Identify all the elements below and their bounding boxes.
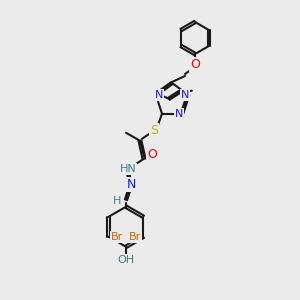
Text: Br: Br xyxy=(111,232,123,242)
Text: N: N xyxy=(175,109,183,119)
Text: O: O xyxy=(190,58,200,70)
Text: HN: HN xyxy=(120,164,136,174)
Text: N: N xyxy=(154,90,163,100)
Text: N: N xyxy=(181,90,189,100)
Text: OH: OH xyxy=(117,255,135,265)
Text: S: S xyxy=(150,124,158,137)
Text: O: O xyxy=(147,148,157,161)
Text: H: H xyxy=(113,196,121,206)
Text: Br: Br xyxy=(129,232,141,242)
Text: N: N xyxy=(126,178,136,191)
